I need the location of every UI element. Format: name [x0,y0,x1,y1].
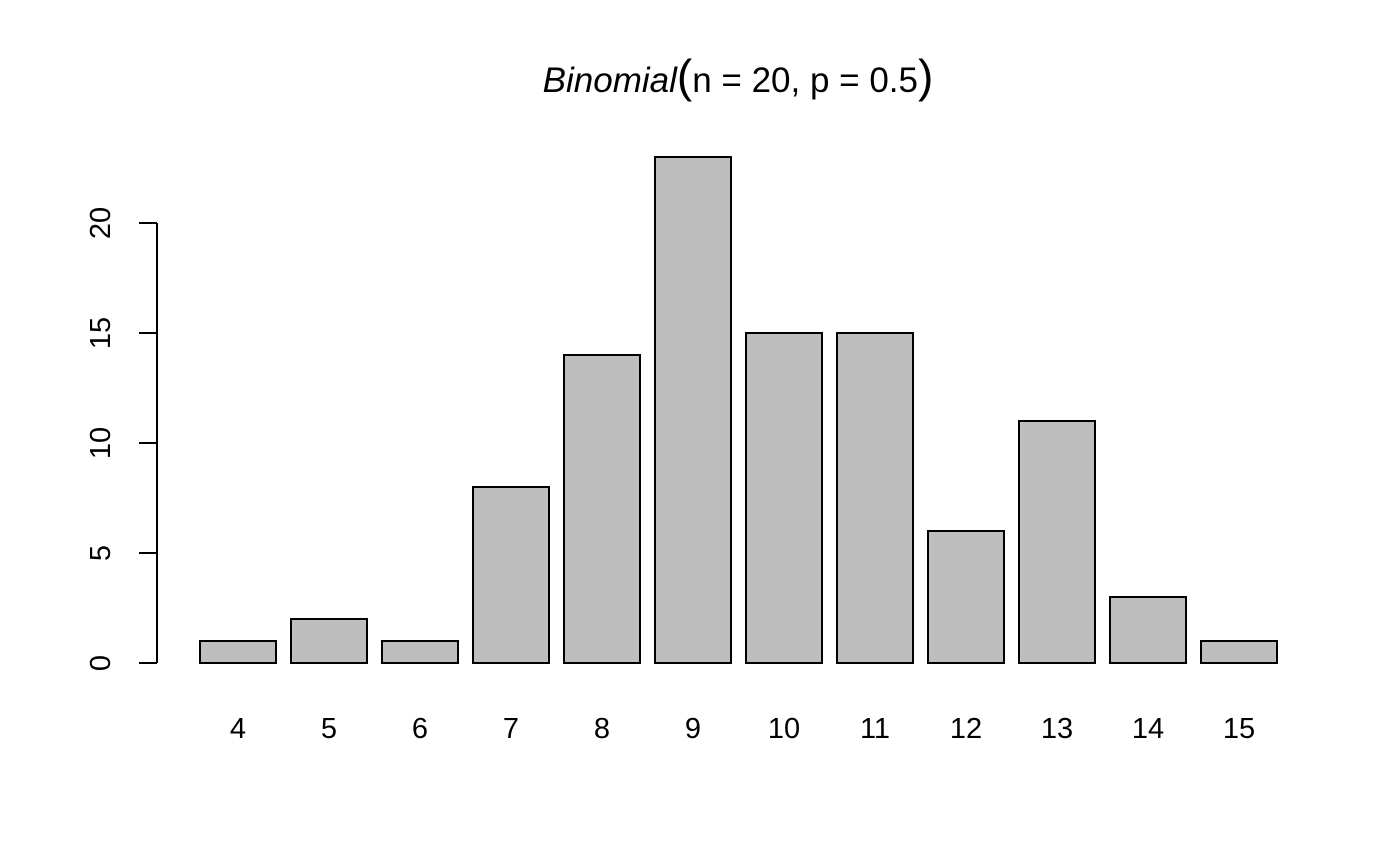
chart-title: Binomial(n = 20, p = 0.5) [543,50,934,102]
y-tick-label-5: 5 [85,545,117,561]
bar-10 [745,332,823,664]
x-tick-label-7: 7 [503,713,519,745]
x-tick-label-12: 12 [950,713,982,745]
bar-14 [1109,596,1187,664]
chart-title-close-paren: ) [918,50,933,102]
bar-7 [472,486,550,664]
x-tick-label-14: 14 [1132,713,1164,745]
bar-11 [836,332,914,664]
y-tick-label-20: 20 [85,207,117,239]
x-tick-label-11: 11 [860,713,890,745]
chart-title-params: n = 20, p = 0.5 [692,61,918,100]
chart-title-name: Binomial [543,61,678,100]
x-tick-label-15: 15 [1223,713,1255,745]
bar-9 [654,156,732,664]
bar-15 [1200,640,1278,664]
y-tick-label-15: 15 [85,317,117,349]
bars-layer [199,156,1278,664]
x-tick-label-10: 10 [768,713,800,745]
bar-12 [927,530,1005,664]
chart-title-open-paren: ( [677,50,693,102]
x-axis-labels: 4 5 6 7 8 9 10 11 12 13 14 15 [230,713,1255,745]
bar-8 [563,354,641,664]
y-tick-label-0: 0 [85,655,117,671]
x-tick-label-4: 4 [230,713,246,745]
bar-13 [1018,420,1096,664]
y-tick-label-10: 10 [85,427,117,459]
x-tick-label-8: 8 [594,713,610,745]
x-tick-label-13: 13 [1041,713,1073,745]
x-tick-label-9: 9 [685,713,701,745]
x-tick-label-5: 5 [321,713,337,745]
bar-5 [290,618,368,664]
bar-4 [199,640,277,664]
bar-6 [381,640,459,664]
y-axis: 0 5 10 15 20 [85,207,158,671]
x-tick-label-6: 6 [412,713,428,745]
